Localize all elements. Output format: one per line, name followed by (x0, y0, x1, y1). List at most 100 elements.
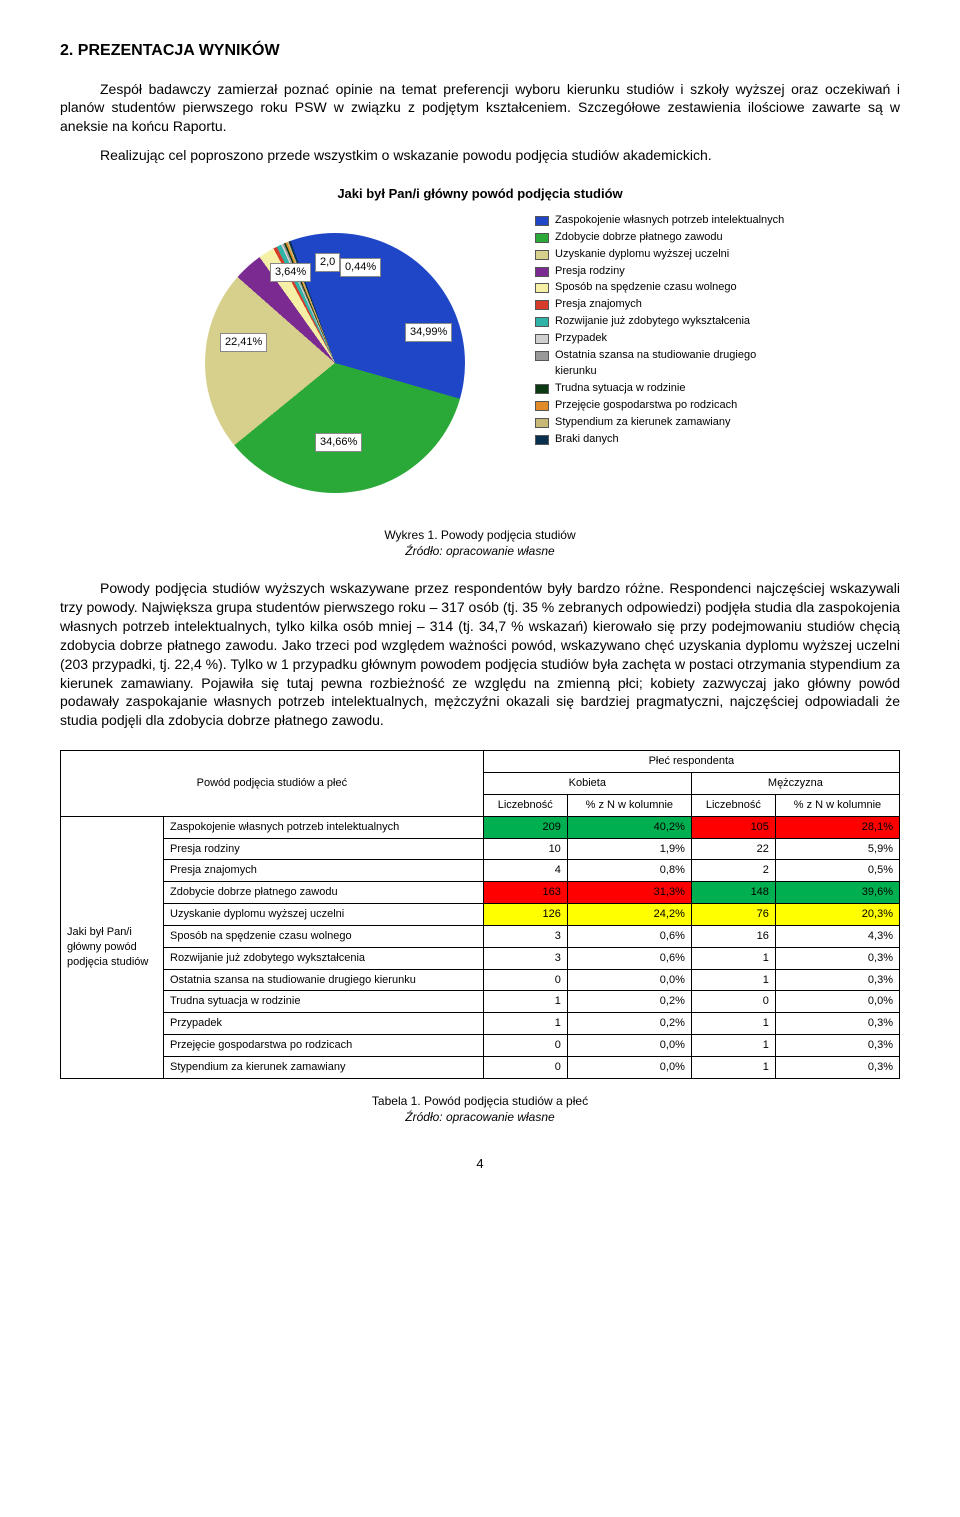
row-label: Zdobycie dobrze płatnego zawodu (164, 882, 484, 904)
legend-item: Stypendium za kierunek zamawiany (535, 415, 795, 431)
legend-swatch (535, 216, 549, 226)
cell: 1 (483, 1013, 567, 1035)
legend-label: Zdobycie dobrze płatnego zawodu (555, 230, 723, 246)
legend-item: Przypadek (535, 331, 795, 347)
chart-caption: Wykres 1. Powody podjęcia studiów Źródło… (60, 527, 900, 559)
cell: 0,3% (775, 1013, 899, 1035)
cell: 1 (691, 1057, 775, 1079)
legend-item: Uzyskanie dyplomu wyższej uczelni (535, 247, 795, 263)
cell: 0,2% (567, 991, 691, 1013)
pie-label-d: 3,64% (270, 263, 311, 282)
legend-swatch (535, 250, 549, 260)
page-number: 4 (60, 1155, 900, 1173)
legend-swatch (535, 233, 549, 243)
cell: 148 (691, 882, 775, 904)
row-label: Stypendium za kierunek zamawiany (164, 1057, 484, 1079)
legend-item: Zdobycie dobrze płatnego zawodu (535, 230, 795, 246)
row-label: Presja znajomych (164, 860, 484, 882)
para1-text: Zespół badawczy zamierzał poznać opinie … (60, 81, 900, 135)
cell: 16 (691, 925, 775, 947)
cell: 0,2% (567, 1013, 691, 1035)
legend-swatch (535, 401, 549, 411)
caption2-b: Źródło: opracowanie własne (405, 1110, 554, 1124)
legend-label: Uzyskanie dyplomu wyższej uczelni (555, 247, 729, 263)
caption1-b: Źródło: opracowanie własne (405, 544, 554, 558)
legend-item: Rozwijanie już zdobytego wykształcenia (535, 314, 795, 330)
cell: 209 (483, 816, 567, 838)
cell: 163 (483, 882, 567, 904)
th-pct-m: % z N w kolumnie (775, 794, 899, 816)
legend-item: Trudna sytuacja w rodzinie (535, 381, 795, 397)
table-row: Zdobycie dobrze płatnego zawodu16331,3%1… (61, 882, 900, 904)
cell: 1 (691, 947, 775, 969)
legend-swatch (535, 267, 549, 277)
pie-label-b: 34,66% (315, 433, 362, 452)
legend-item: Presja znajomych (535, 297, 795, 313)
legend-item: Przejęcie gospodarstwa po rodzicach (535, 398, 795, 414)
cell: 0 (483, 1057, 567, 1079)
section-heading: 2. PREZENTACJA WYNIKÓW (60, 40, 900, 62)
row-label: Presja rodziny (164, 838, 484, 860)
cell: 40,2% (567, 816, 691, 838)
legend-label: Przejęcie gospodarstwa po rodzicach (555, 398, 737, 414)
legend-swatch (535, 435, 549, 445)
legend-item: Zaspokojenie własnych potrzeb intelektua… (535, 213, 795, 229)
legend-swatch (535, 418, 549, 428)
table-row: Przejęcie gospodarstwa po rodzicach00,0%… (61, 1035, 900, 1057)
cell: 0,3% (775, 1035, 899, 1057)
legend-label: Stypendium za kierunek zamawiany (555, 415, 730, 431)
table-row: Ostatnia szansa na studiowanie drugiego … (61, 969, 900, 991)
cell: 28,1% (775, 816, 899, 838)
cell: 39,6% (775, 882, 899, 904)
paragraph-intro: Zespół badawczy zamierzał poznać opinie … (60, 80, 900, 137)
legend-item: Presja rodziny (535, 264, 795, 280)
cell: 2 (691, 860, 775, 882)
pie-chart: 34,99% 34,66% 22,41% 3,64% 2,0 0,44% (165, 213, 525, 513)
cell: 24,2% (567, 904, 691, 926)
table-row: Presja znajomych40,8%20,5% (61, 860, 900, 882)
th-licz-m: Liczebność (691, 794, 775, 816)
cell: 0,6% (567, 947, 691, 969)
th-licz-k: Liczebność (483, 794, 567, 816)
pie-graphic (205, 233, 465, 493)
legend-label: Rozwijanie już zdobytego wykształcenia (555, 314, 750, 330)
cell: 4,3% (775, 925, 899, 947)
chart-legend: Zaspokojenie własnych potrzeb intelektua… (535, 213, 795, 449)
th-mezczyzna: Mężczyzna (691, 773, 899, 795)
pie-label-f: 0,44% (340, 258, 381, 277)
caption2-a: Tabela 1. Powód podjęcia studiów a płeć (372, 1094, 588, 1108)
th-main: Powód podjęcia studiów a płeć (61, 751, 484, 817)
cell: 0,0% (567, 1035, 691, 1057)
cell: 0 (691, 991, 775, 1013)
legend-item: Braki danych (535, 432, 795, 448)
legend-label: Sposób na spędzenie czasu wolnego (555, 280, 737, 296)
cell: 76 (691, 904, 775, 926)
cell: 1 (691, 969, 775, 991)
cell: 0 (483, 969, 567, 991)
cell: 1 (483, 991, 567, 1013)
cell: 5,9% (775, 838, 899, 860)
cell: 4 (483, 860, 567, 882)
legend-swatch (535, 384, 549, 394)
legend-swatch (535, 351, 549, 361)
table-row: Trudna sytuacja w rodzinie10,2%00,0% (61, 991, 900, 1013)
legend-swatch (535, 300, 549, 310)
row-label: Trudna sytuacja w rodzinie (164, 991, 484, 1013)
pie-label-e: 2,0 (315, 253, 340, 272)
table-row: Uzyskanie dyplomu wyższej uczelni12624,2… (61, 904, 900, 926)
legend-swatch (535, 317, 549, 327)
cell: 22 (691, 838, 775, 860)
table-caption: Tabela 1. Powód podjęcia studiów a płeć … (60, 1093, 900, 1125)
paragraph-intro-2: Realizując cel poproszono przede wszystk… (60, 146, 900, 165)
cell: 0,3% (775, 947, 899, 969)
table-row: Jaki był Pan/i główny powód podjęcia stu… (61, 816, 900, 838)
row-label: Sposób na spędzenie czasu wolnego (164, 925, 484, 947)
cell: 1 (691, 1035, 775, 1057)
legend-label: Przypadek (555, 331, 607, 347)
cell: 31,3% (567, 882, 691, 904)
cell: 0,0% (567, 969, 691, 991)
legend-swatch (535, 283, 549, 293)
cell: 20,3% (775, 904, 899, 926)
caption1-a: Wykres 1. Powody podjęcia studiów (384, 528, 575, 542)
row-label: Przypadek (164, 1013, 484, 1035)
